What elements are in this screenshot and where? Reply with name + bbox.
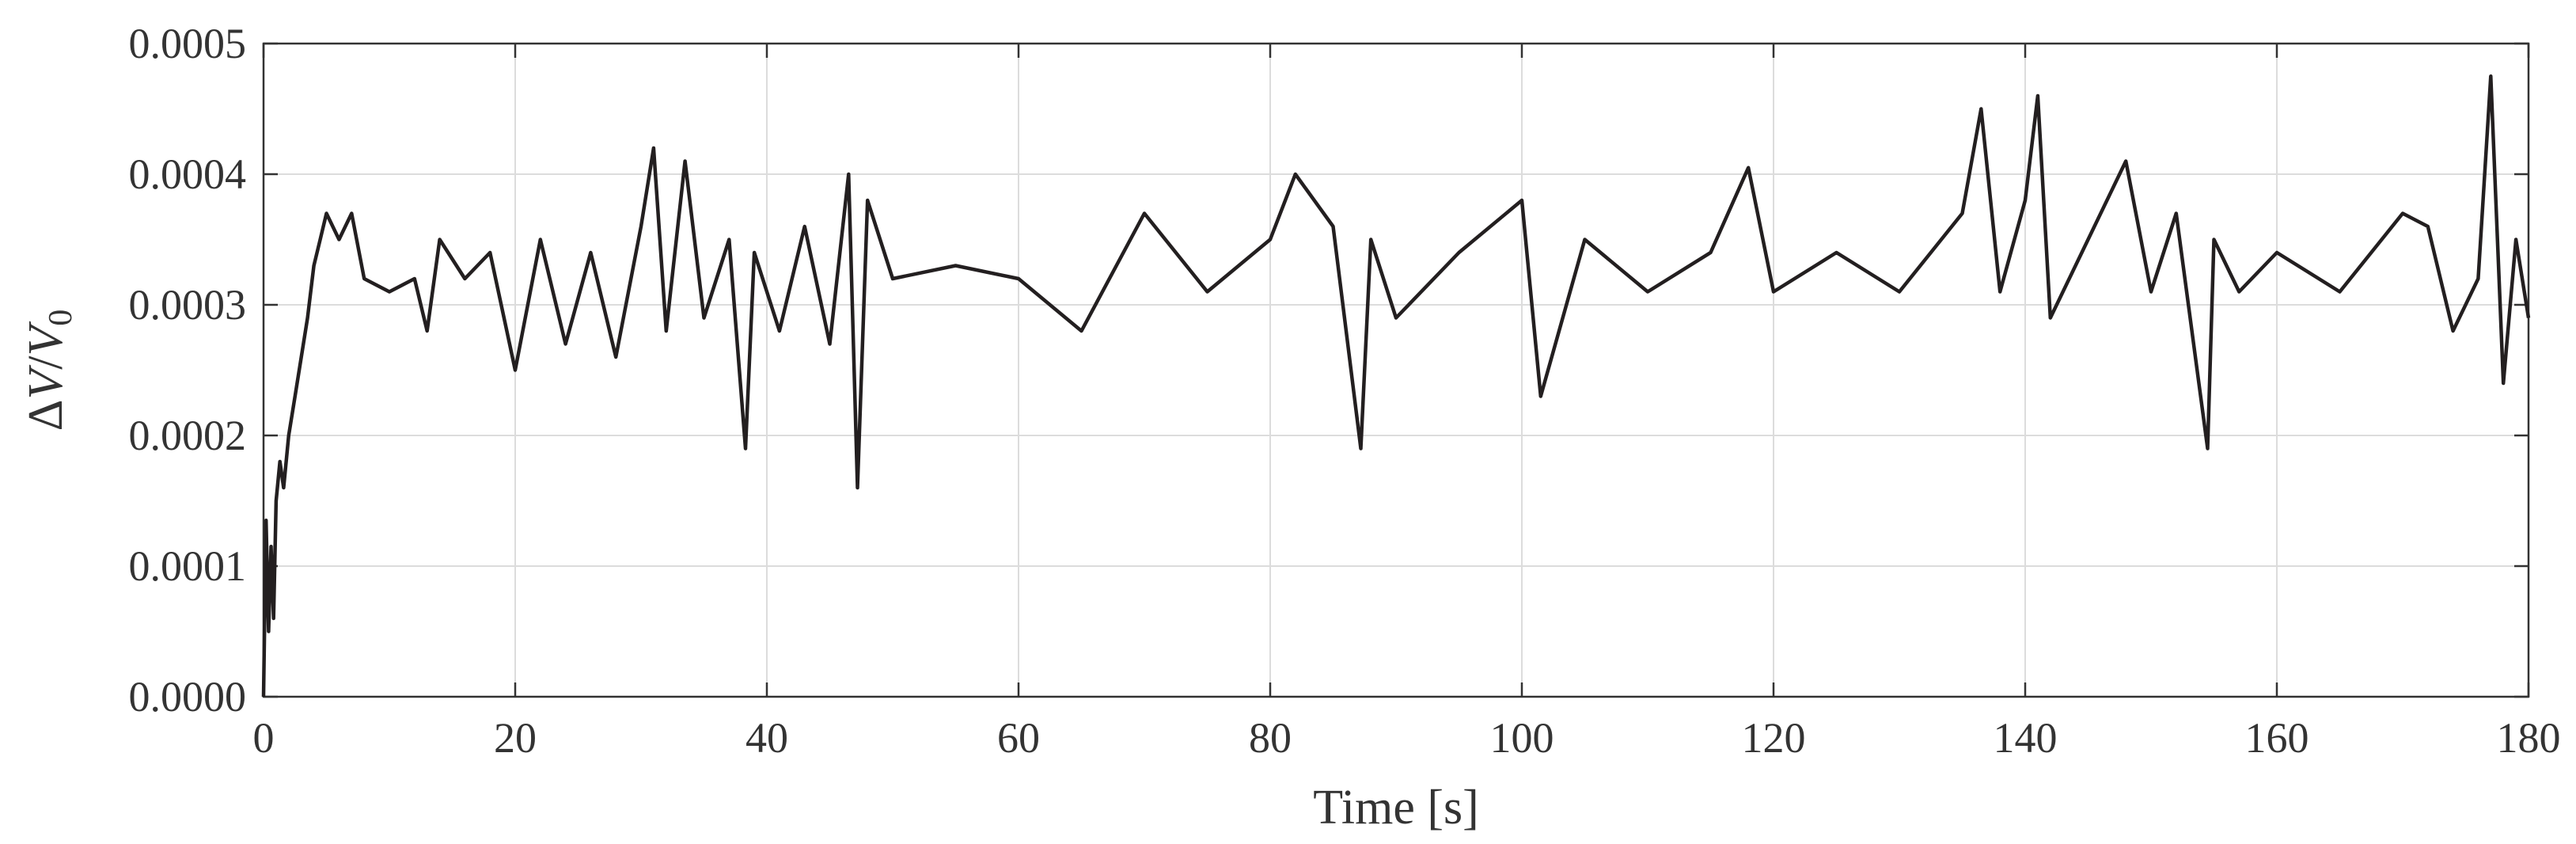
y-label-v: V [19,365,73,400]
y-label-delta: Δ [19,400,73,432]
plot-frame [262,42,2530,698]
y-tick-label: 0.0005 [129,20,247,67]
y-axis-label: ΔV/V0 [19,310,79,432]
x-tick-label: 40 [745,714,788,762]
x-tick-label: 160 [2245,714,2309,762]
grid [264,44,2529,697]
y-tick-label: 0.0002 [129,412,247,459]
x-tick-labels: 0 20 40 60 80 100 120 140 160 180 [253,714,2561,762]
series-line [261,74,2531,698]
y-tick-label: 0.0001 [129,542,247,590]
y-label-subscript: 0 [43,310,79,326]
y-tick-label: 0.0004 [129,150,247,198]
tick-marks [262,42,2530,698]
x-axis-label: Time [s] [1313,781,1479,834]
y-tick-label: 0.0003 [129,281,247,329]
x-tick-label: 120 [1742,714,1806,762]
y-tick-label: 0.0000 [129,673,247,720]
x-tick-label: 60 [997,714,1040,762]
y-label-slash: / [19,355,73,370]
x-tick-label: 180 [2497,714,2561,762]
x-tick-label: 20 [494,714,537,762]
x-tick-label: 100 [1490,714,1554,762]
x-tick-label: 0 [253,714,275,762]
x-tick-label: 140 [1994,714,2058,762]
y-label-v0: V [19,321,73,355]
y-tick-labels: 0.0000 0.0001 0.0002 0.0003 0.0004 0.0005 [129,20,247,720]
x-tick-label: 80 [1249,714,1292,762]
